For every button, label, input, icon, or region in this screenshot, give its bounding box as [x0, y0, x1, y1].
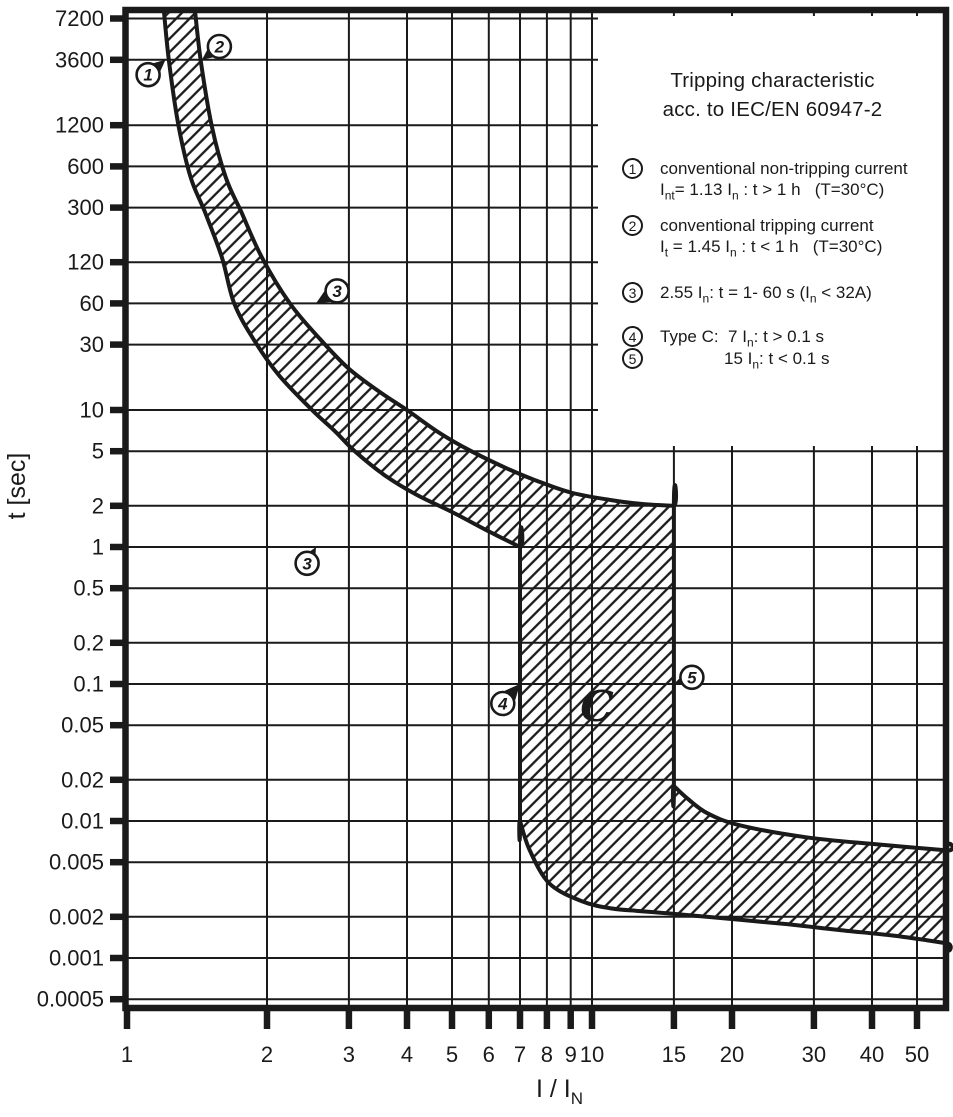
legend-item-3: 3 2.55 In: t = 1- 60 s (In < 32A)	[622, 282, 872, 306]
legend-title-line1: Tripping characteristic	[670, 69, 875, 92]
y-tick-label-5: 5	[92, 439, 104, 464]
legend-item-4: 4 Type C: 7 In: t > 0.1 s	[622, 326, 825, 350]
legend-item-text: conventional tripping current It = 1.45 I…	[660, 216, 883, 260]
y-tick-label-300: 300	[67, 195, 104, 220]
x-tick-label-5: 5	[446, 1042, 458, 1067]
y-tick-label-0.02: 0.02	[61, 767, 104, 792]
y-tick-label-0.5: 0.5	[73, 576, 104, 601]
axis-ticks	[110, 15, 921, 1029]
x-tick-label-9: 9	[565, 1042, 577, 1067]
y-tick-label-0.05: 0.05	[61, 713, 104, 738]
y-tick-label-2: 2	[92, 493, 104, 518]
marker-number-4: 4	[497, 695, 508, 714]
x-tick-label-10: 10	[580, 1042, 604, 1067]
y-tick-label-0.0005: 0.0005	[37, 987, 104, 1012]
tick-labels: 7200360012006003001206030105210.50.20.10…	[37, 6, 930, 1067]
y-tick-label-10: 10	[80, 398, 104, 423]
y-tick-label-120: 120	[67, 250, 104, 275]
y-tick-label-1: 1	[92, 535, 104, 560]
legend-item-text: 15 In: t < 0.1 s	[724, 349, 830, 372]
x-tick-label-30: 30	[802, 1042, 826, 1067]
legend-number-circle-4: 4	[622, 326, 643, 347]
x-tick-label-8: 8	[541, 1042, 553, 1067]
x-tick-label-4: 4	[401, 1042, 413, 1067]
marker-circle-3	[294, 550, 320, 577]
legend-item-2: 2 conventional tripping current It = 1.45 …	[622, 215, 883, 260]
y-tick-label-7200: 7200	[55, 6, 104, 31]
legend-item-text: conventional non-tripping current Int= 1.…	[660, 159, 908, 203]
legend-number-circle-1: 1	[622, 158, 643, 179]
x-tick-label-7: 7	[514, 1042, 526, 1067]
marker-number-1: 1	[143, 66, 152, 85]
marker-circle-2	[206, 33, 233, 60]
legend-title-line2: acc. to IEC/EN 60947-2	[662, 98, 883, 121]
marker-number-3: 3	[302, 554, 312, 573]
y-tick-label-3600: 3600	[55, 47, 104, 72]
marker-circle-1	[135, 61, 161, 88]
x-tick-label-6: 6	[483, 1042, 495, 1067]
legend-number-circle-2: 2	[622, 215, 643, 236]
marker-number-2: 2	[214, 38, 225, 57]
x-tick-label-20: 20	[720, 1042, 744, 1067]
y-tick-label-0.1: 0.1	[73, 672, 104, 697]
x-tick-label-2: 2	[261, 1042, 273, 1067]
y-tick-label-0.01: 0.01	[61, 809, 104, 834]
x-tick-label-40: 40	[860, 1042, 884, 1067]
legend-title: Tripping characteristic acc. to IEC/EN 6…	[598, 66, 947, 124]
marker-circle-3	[324, 278, 350, 304]
marker-circle-5	[679, 664, 705, 691]
legend-number-circle-3: 3	[622, 282, 643, 303]
legend-item-5: 5 15 In: t < 0.1 s	[622, 348, 830, 372]
marker-circle-4	[489, 690, 516, 717]
x-axis-title: I / IN	[536, 1075, 583, 1108]
legend: Tripping characteristic acc. to IEC/EN 6…	[598, 0, 947, 446]
x-tick-label-3: 3	[343, 1042, 355, 1067]
marker-number-5: 5	[687, 668, 697, 687]
x-tick-label-15: 15	[662, 1042, 686, 1067]
y-tick-label-60: 60	[80, 291, 104, 316]
legend-number-circle-5: 5	[622, 348, 643, 369]
y-tick-label-1200: 1200	[55, 113, 104, 138]
marker-number-3: 3	[332, 282, 342, 301]
legend-item-1: 1 conventional non-tripping current Int= 1…	[622, 158, 908, 203]
y-axis-title: t [sec]	[3, 453, 31, 520]
curve-class-label: C	[580, 682, 614, 731]
legend-background	[598, 16, 943, 446]
y-tick-label-0.002: 0.002	[49, 904, 104, 929]
legend-item-text: Type C: 7 In: t > 0.1 s	[660, 327, 825, 350]
y-tick-label-0.2: 0.2	[73, 630, 104, 655]
y-tick-label-30: 30	[80, 332, 104, 357]
x-tick-label-1: 1	[121, 1042, 133, 1067]
marker-pointer-4	[504, 684, 520, 700]
x-tick-label-50: 50	[905, 1042, 929, 1067]
y-tick-label-0.001: 0.001	[49, 946, 104, 971]
y-tick-label-0.005: 0.005	[49, 850, 104, 875]
y-tick-label-600: 600	[67, 154, 104, 179]
legend-item-text: 2.55 In: t = 1- 60 s (In < 32A)	[660, 283, 872, 306]
